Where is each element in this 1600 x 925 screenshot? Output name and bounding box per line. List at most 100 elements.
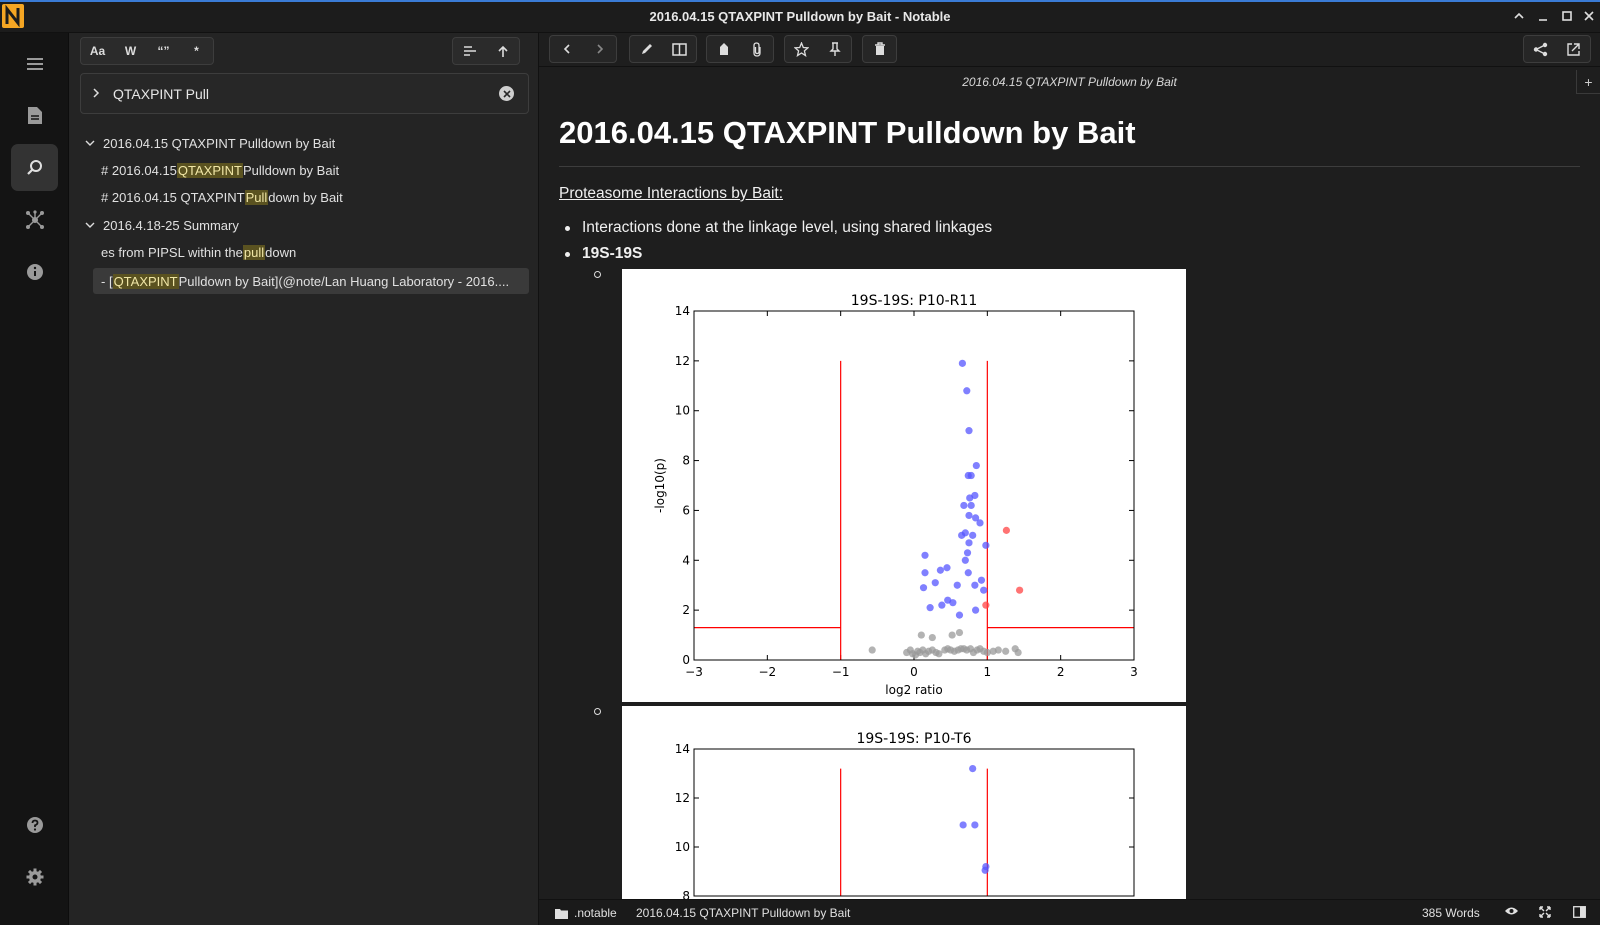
result-file[interactable]: 2016.4.18-25 Summary: [85, 212, 239, 238]
data-point: [965, 539, 973, 547]
match-text: Pulldown by Bait: [242, 162, 340, 178]
chevron-right-icon[interactable]: [89, 86, 103, 100]
focus-mode-icon[interactable]: [1539, 906, 1551, 918]
note-header-title: 2016.04.15 QTAXPINT Pulldown by Bait: [962, 75, 1177, 89]
result-match-selected[interactable]: - [QTAXPINT Pulldown by Bait](@note/Lan …: [101, 268, 523, 294]
trash-icon[interactable]: [863, 36, 896, 62]
sub-bullet-circle: [594, 708, 601, 715]
data-point: [928, 633, 936, 642]
settings-icon[interactable]: [11, 853, 58, 900]
volcano-plot-2: 19S-19S: P10-T6 8 10 12 14: [675, 731, 1135, 899]
collapse-all-icon[interactable]: [453, 38, 486, 64]
minimize-icon[interactable]: [1534, 7, 1552, 25]
search-actions: [452, 37, 520, 65]
plot-image-1: 19S-19S: P10-R11 0 2 4 6 8 10 12 14 −3 −2 −1 0 1 2 3 log…: [622, 269, 1186, 702]
bullet-item: Interactions done at the linkage level, …: [565, 219, 992, 237]
maximize-icon[interactable]: [1558, 7, 1576, 25]
axes-frame: [693, 748, 1135, 897]
data-point: [982, 601, 990, 609]
regex-toggle[interactable]: *: [194, 44, 199, 58]
chevron-down-icon[interactable]: [85, 220, 95, 230]
arrow-up-icon[interactable]: [486, 38, 519, 64]
data-point: [938, 601, 946, 609]
x-tick-label: 2: [1057, 665, 1065, 679]
notes-icon[interactable]: [11, 92, 58, 139]
menu-icon[interactable]: [11, 40, 58, 87]
sidebar-toggle-icon[interactable]: [1573, 906, 1586, 918]
notable-logo-icon: [2, 4, 24, 28]
help-icon[interactable]: [11, 801, 58, 848]
result-file[interactable]: 2016.04.15 QTAXPINT Pulldown by Bait: [85, 130, 335, 156]
data-point: [980, 586, 988, 594]
y-tick-label: 14: [675, 742, 690, 756]
data-point: [965, 511, 973, 520]
close-icon[interactable]: [1580, 7, 1598, 25]
data-point: [960, 501, 968, 510]
star-icon[interactable]: [785, 36, 818, 62]
back-icon[interactable]: [550, 36, 583, 62]
status-folder[interactable]: .notable: [555, 906, 617, 920]
data-point: [1016, 586, 1024, 594]
x-tick-label: 3: [1130, 665, 1138, 679]
pin-icon[interactable]: [818, 36, 851, 62]
match-highlight: QTAXPINT: [176, 162, 243, 178]
data-point: [917, 631, 925, 639]
quotes-toggle[interactable]: “”: [157, 44, 170, 58]
x-axis-label: log2 ratio: [885, 683, 942, 697]
edit-pencil-icon[interactable]: [630, 36, 663, 62]
y-tick-label: 2: [682, 603, 690, 617]
match-highlight: QTAXPINT: [112, 273, 179, 289]
data-point: [961, 556, 969, 564]
data-point: [1002, 647, 1010, 655]
match-text: - [: [101, 273, 113, 289]
result-match[interactable]: # 2016.04.15 QTAXPINT Pulldown by Bait: [101, 157, 339, 183]
chart-title: 19S-19S: P10-R11: [851, 293, 977, 309]
whole-word-toggle[interactable]: W: [124, 44, 137, 58]
data-point: [976, 519, 984, 527]
share-icon[interactable]: [1524, 36, 1557, 62]
data-point: [953, 581, 961, 589]
data-point: [969, 765, 977, 773]
info-icon[interactable]: [11, 248, 58, 295]
search-icon[interactable]: [11, 144, 58, 191]
eye-icon[interactable]: [1504, 906, 1519, 916]
search-box: [80, 73, 529, 114]
split-view-icon[interactable]: [663, 36, 696, 62]
tag-icon[interactable]: [707, 36, 740, 62]
clear-search-icon[interactable]: [499, 86, 514, 101]
data-point: [972, 514, 980, 522]
data-point: [921, 569, 929, 577]
data-point: [931, 579, 939, 587]
attachment-icon[interactable]: [740, 36, 773, 62]
result-match[interactable]: es from PIPSL within the pull down: [101, 239, 296, 265]
star-pin-group: [784, 35, 852, 63]
data-point: [958, 531, 966, 539]
forward-icon[interactable]: [583, 36, 616, 62]
chevron-down-icon[interactable]: [85, 138, 95, 148]
data-point: [1014, 648, 1022, 657]
data-point: [948, 631, 956, 639]
sub-bullet-circle: [594, 271, 601, 278]
open-external-icon[interactable]: [1557, 36, 1590, 62]
collapse-up-icon[interactable]: [1510, 7, 1528, 25]
data-point: [935, 650, 943, 658]
match-case-toggle[interactable]: Aa: [89, 44, 106, 58]
y-tick-label: 8: [682, 889, 690, 899]
y-tick-label: 12: [675, 791, 690, 805]
y-axis-label: -log10(p): [653, 458, 667, 513]
result-file-label: 2016.4.18-25 Summary: [103, 217, 239, 233]
x-tick-label: 0: [910, 665, 918, 679]
data-point: [868, 646, 876, 654]
status-note-title: 2016.04.15 QTAXPINT Pulldown by Bait: [636, 906, 851, 920]
edit-group: [629, 35, 697, 63]
search-input[interactable]: [113, 84, 473, 104]
graph-icon[interactable]: [11, 196, 58, 243]
result-file-label: 2016.04.15 QTAXPINT Pulldown by Bait: [103, 135, 336, 151]
window-title: 2016.04.15 QTAXPINT Pulldown by Bait - N…: [649, 9, 951, 24]
x-tick-label: −2: [758, 665, 776, 679]
bullet-text: Interactions done at the linkage level, …: [582, 219, 993, 236]
data-point: [955, 628, 964, 637]
data-point: [943, 564, 951, 572]
add-icon[interactable]: +: [1576, 70, 1600, 94]
